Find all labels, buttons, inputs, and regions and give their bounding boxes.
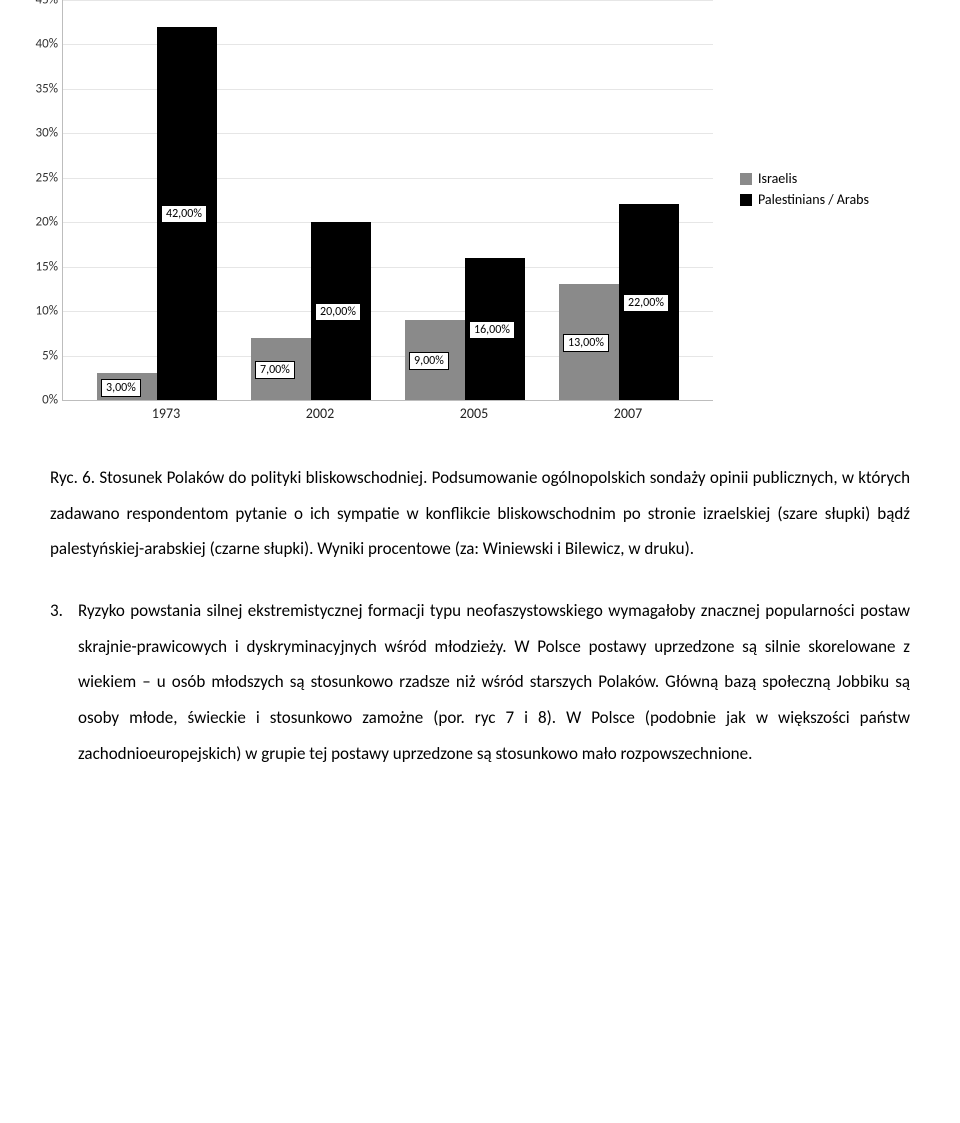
y-tick-label: 20% [10,215,58,230]
y-tick-label: 45% [10,0,58,8]
bar-value-label: 13,00% [563,334,609,352]
legend-swatch [740,173,752,185]
chart-area: 3,00% 42,00% 7,00% 20,00% 9,00% 16,00% 13,00% 2… [10,0,950,440]
y-tick-label: 10% [10,304,58,319]
chart-plot: 3,00% 42,00% 7,00% 20,00% 9,00% 16,00% 13,00% 2… [62,0,713,401]
y-tick-label: 40% [10,37,58,52]
bar-value-label: 42,00% [161,205,207,223]
x-category-label: 2007 [598,405,658,422]
legend-label: Israelis [758,170,797,187]
y-tick-label: 35% [10,81,58,96]
x-category-label: 2005 [444,405,504,422]
caption-text: Stosunek Polaków do polityki bliskowscho… [50,467,910,559]
y-tick-label: 0% [10,393,58,408]
bar-value-label: 16,00% [469,321,515,339]
bar-value-label: 7,00% [255,361,295,379]
paragraph-body: Ryzyko powstania silnej ekstremistycznej… [78,593,910,771]
figure-caption: Ryc. 6. Stosunek Polaków do polityki bli… [50,460,910,567]
bar-value-label: 9,00% [409,352,449,370]
paragraph-number: 3. [50,593,78,771]
gridline [63,0,713,1]
y-tick-label: 5% [10,348,58,363]
paragraph-3: 3. Ryzyko powstania silnej ekstremistycz… [50,593,910,771]
y-tick-label: 25% [10,170,58,185]
y-tick-label: 30% [10,126,58,141]
text-block: Ryc. 6. Stosunek Polaków do polityki bli… [0,450,960,782]
bar-value-label: 20,00% [315,303,361,321]
x-category-label: 2002 [290,405,350,422]
legend-label: Palestinians / Arabs [758,191,869,208]
legend-item: Palestinians / Arabs [740,191,869,208]
bar-value-label: 3,00% [101,379,141,397]
x-category-label: 1973 [136,405,196,422]
legend-item: Israelis [740,170,869,187]
bar-value-label: 22,00% [623,294,669,312]
y-tick-label: 15% [10,259,58,274]
caption-label: Ryc. 6. [50,467,95,488]
legend-swatch [740,194,752,206]
chart-legend: Israelis Palestinians / Arabs [740,170,869,212]
